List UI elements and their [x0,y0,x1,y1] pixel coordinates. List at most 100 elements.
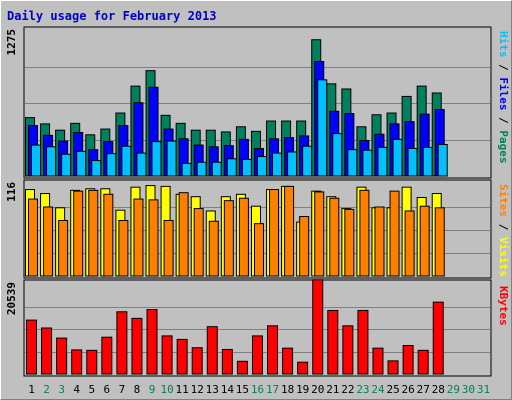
kbytes-bar-day-20 [312,279,324,375]
legend-hits: Hits [497,31,510,58]
sites-bar-day-22 [344,208,355,277]
kbytes-bar-day-1 [26,319,37,375]
panel-2-max-label: 116 [5,182,18,202]
legend-kbytes: KBytes [497,286,510,326]
x-tick-label-14: 14 [221,383,235,396]
pages-bar-day-16 [256,156,267,177]
pages-bar-day-3 [61,153,72,177]
kbytes-bar-day-6 [101,336,113,375]
x-tick-label-13: 13 [206,383,219,396]
sites-bar-day-5 [88,189,99,277]
pages-bar-day-5 [91,160,102,177]
kbytes-bar-day-16 [251,335,263,375]
legend-pages: Pages [497,130,510,163]
sites-bar-day-19 [299,216,310,277]
kbytes-bar-day-21 [327,309,339,375]
kbytes-bar-day-8 [131,317,143,375]
x-tick-label-8: 8 [134,383,141,396]
pages-bar-day-2 [46,146,57,177]
kbytes-bar-day-4 [71,349,83,375]
kbytes-bar-day-9 [146,309,158,375]
kbytes-bar-day-22 [342,325,354,375]
x-tick-label-28: 28 [432,383,445,396]
kbytes-bar-day-11 [176,338,188,375]
pages-bar-day-21 [332,133,343,177]
legend-separator: / [497,111,510,131]
pages-bar-day-15 [241,158,252,177]
x-tick-label-25: 25 [386,383,399,396]
kbytes-bar-day-2 [41,327,53,375]
x-tick-label-9: 9 [149,383,156,396]
sites-bar-day-12 [193,208,204,277]
x-tick-label-22: 22 [341,383,354,396]
legend-files: Files [497,77,510,110]
pages-bar-day-1 [31,144,41,177]
panel-1-max-label: 1275 [5,29,18,56]
pages-bar-day-4 [76,150,87,177]
sites-bar-day-8 [133,198,144,277]
x-tick-label-16: 16 [251,383,264,396]
x-tick-label-29: 29 [447,383,460,396]
sites-bar-day-1 [28,198,38,277]
sites-bar-day-14 [223,200,234,277]
x-tick-label-19: 19 [296,383,309,396]
kbytes-bar-day-28 [432,301,444,375]
kbytes-bar-day-3 [56,337,68,375]
sites-bar-day-27 [419,205,430,277]
sites-bar-day-25 [389,190,400,277]
pages-bar-day-8 [136,152,147,177]
sites-bar-day-15 [238,197,249,277]
pages-bar-day-6 [106,153,117,177]
panel-2-legend: Sites / Visits [497,184,510,277]
legend-visits: Visits [497,237,510,277]
sites-bar-day-13 [208,220,219,277]
sites-bar-day-20 [314,191,325,277]
pages-bar-day-11 [181,162,192,177]
pages-bar-day-23 [362,149,373,177]
kbytes-bar-day-5 [86,349,98,375]
sites-bar-day-9 [148,199,159,277]
sites-bar-day-3 [58,219,69,277]
x-tick-label-24: 24 [371,383,385,396]
pages-bar-day-14 [226,158,237,177]
x-tick-label-20: 20 [311,383,324,396]
pages-bar-day-9 [151,141,162,177]
kbytes-bar-day-27 [417,349,429,375]
sites-bar-day-18 [284,185,295,277]
x-tick-label-11: 11 [176,383,189,396]
sites-bar-day-21 [329,197,340,277]
x-tick-label-31: 31 [477,383,490,396]
pages-bar-day-26 [407,148,418,177]
legend-sites: Sites [497,184,510,217]
sites-bar-day-4 [73,190,84,277]
legend-separator: / [497,58,510,78]
pages-bar-day-20 [317,79,328,177]
pages-bar-day-10 [166,140,177,177]
x-tick-label-1: 1 [28,383,35,396]
kbytes-bar-day-18 [282,347,294,375]
kbytes-bar-day-12 [191,347,203,375]
x-tick-label-3: 3 [58,383,65,396]
chart-title: Daily usage for February 2013 [7,9,217,23]
kbytes-bar-day-25 [387,360,399,375]
sites-bar-day-6 [103,193,114,277]
x-tick-label-7: 7 [119,383,126,396]
pages-bar-day-28 [437,144,448,177]
pages-bar-day-12 [196,161,207,177]
panel-1-legend: Hits / Files / Pages [497,31,510,164]
x-tick-label-10: 10 [160,383,173,396]
x-tick-label-17: 17 [266,383,279,396]
x-tick-label-21: 21 [326,383,339,396]
sites-bar-day-23 [359,189,370,277]
sites-bar-day-26 [404,210,415,277]
kbytes-bar-day-24 [372,347,384,375]
panel-3-max-label: 20539 [5,282,18,315]
x-tick-label-4: 4 [73,383,80,396]
x-tick-label-12: 12 [191,383,204,396]
legend-separator: / [497,217,510,237]
sites-bar-day-7 [118,219,129,277]
sites-bar-day-11 [178,192,189,277]
pages-bar-day-27 [422,146,433,177]
x-tick-label-5: 5 [88,383,95,396]
kbytes-bar-day-23 [357,309,369,375]
